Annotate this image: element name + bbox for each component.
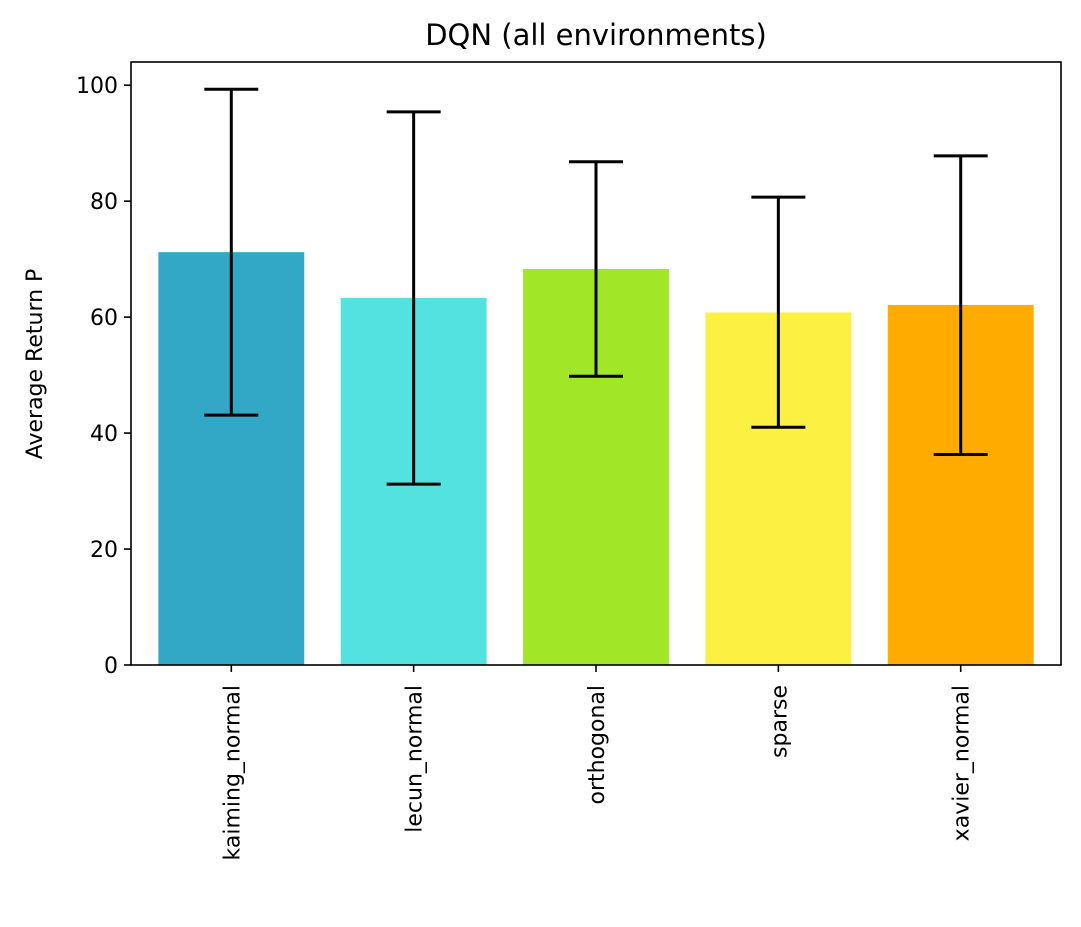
y-tick-label: 60 [90, 306, 118, 331]
plot-frame [130, 61, 1062, 666]
x-tick-label: xavier_normal [950, 685, 975, 841]
x-axis: kaiming_normal lecun_normal orthogonal spar… [220, 665, 975, 860]
y-axis-label: Average Return P [23, 269, 48, 460]
y-tick-label: 80 [90, 190, 118, 215]
x-tick-label: sparse [767, 685, 792, 758]
y-tick-label: 40 [90, 422, 118, 447]
y-tick-label: 20 [90, 538, 118, 563]
y-tick-label: 0 [104, 654, 118, 679]
x-tick-label: lecun_normal [403, 685, 428, 833]
x-tick-label: orthogonal [585, 685, 610, 805]
y-tick-label: 100 [76, 74, 118, 99]
chart-title: DQN (all environments) [425, 18, 767, 52]
x-tick-label: kaiming_normal [220, 685, 245, 860]
error-bars-layer [204, 87, 988, 486]
y-axis: 0 20 40 60 80 100 [76, 74, 131, 679]
